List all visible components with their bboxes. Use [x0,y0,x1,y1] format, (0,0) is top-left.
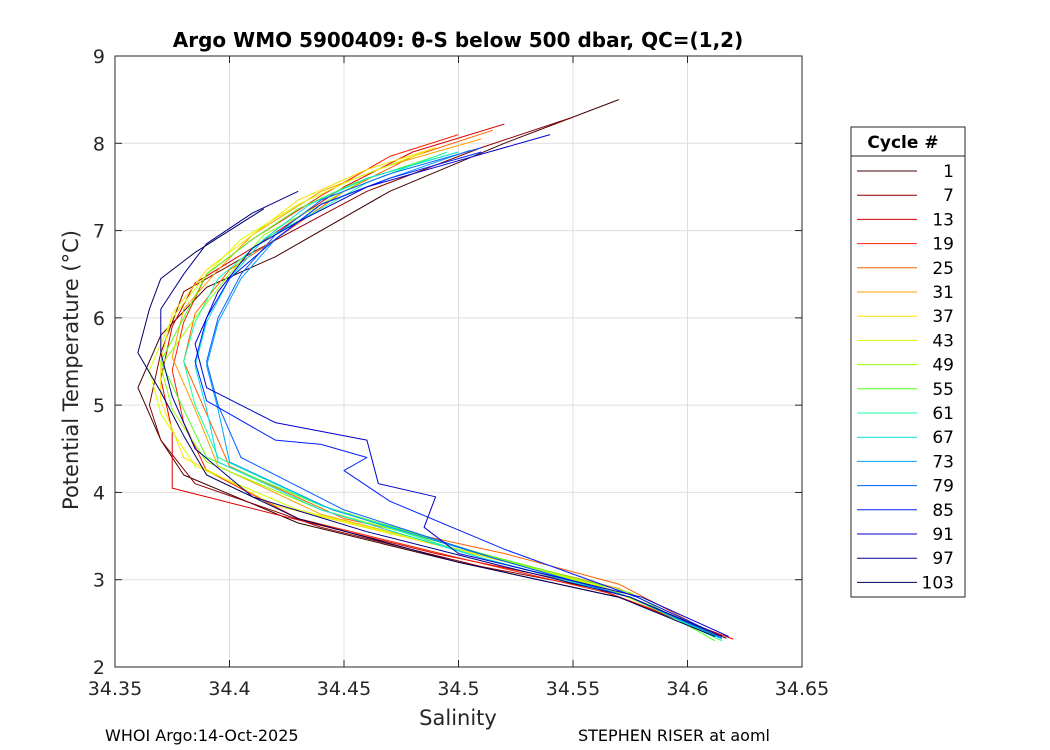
legend-entry-label: 61 [932,404,954,424]
legend-entry-label: 67 [932,428,954,448]
legend-entry-label: 31 [932,283,954,303]
legend-entry-label: 25 [932,259,954,279]
legend-entry-label: 79 [932,477,954,497]
x-tick-label: 34.4 [208,678,250,700]
x-tick-label: 34.45 [317,678,371,700]
legend-items: 1 7 13 19 25 31 37 43 49 55 61 67 73 79 85 91 97 103 [857,162,954,593]
x-tick-label: 34.35 [88,678,142,700]
series-line-cycle-55 [160,155,716,642]
series-line-cycle-97 [160,190,723,637]
legend-entry-label: 13 [932,210,954,230]
legend-entry-label: 49 [932,356,954,376]
legend-entry-label: 43 [932,331,954,351]
legend-entry-label: 19 [932,235,954,255]
y-tick-label: 8 [93,133,105,155]
series-line-cycle-19 [171,134,723,637]
series-line-cycle-103 [137,208,716,637]
x-tick-label: 34.55 [546,678,600,700]
legend-entry-label: 97 [932,549,954,569]
x-tick-label: 34.65 [775,678,829,700]
legend-entry-label: 7 [943,186,954,206]
legend-entry-label: 85 [932,501,954,521]
legend: Cycle # 1 7 13 19 25 31 37 43 49 55 61 67 73 79 85 91 97… [850,126,966,598]
legend-entry-label: 1 [943,162,954,182]
y-axis-label: Potential Temperature (°C) [59,230,83,510]
series-line-cycle-91 [194,134,729,637]
x-tick-label: 34.5 [437,678,479,700]
series-line-cycle-67 [194,151,723,640]
series-line-cycle-79 [206,147,723,639]
y-tick-label: 7 [93,221,105,243]
x-tick-label: 34.6 [666,678,708,700]
chart-title: Argo WMO 5900409: θ-S below 500 dbar, QC… [173,28,743,52]
y-tick-label: 6 [93,308,105,330]
y-tick-label: 4 [93,482,105,504]
y-tick-label: 9 [93,46,105,68]
legend-entry-label: 37 [932,307,954,327]
footer-right: STEPHEN RISER at aoml [578,726,770,745]
series-line-cycle-7 [148,116,723,637]
y-tick-label: 5 [93,395,105,417]
y-tick-label: 3 [93,570,105,592]
x-axis-ticks: 34.35 34.4 34.45 34.5 34.55 34.6 34.65 [88,56,829,700]
legend-title: Cycle # [867,133,938,153]
y-tick-label: 2 [93,657,105,679]
footer-left: WHOI Argo:14-Oct-2025 [105,726,299,745]
series-group [137,99,734,642]
legend-entry-label: 55 [932,380,954,400]
x-axis-label: Salinity [419,706,497,730]
series-line-cycle-43 [148,151,716,635]
legend-entry-label: 73 [932,452,954,472]
legend-entry-label: 103 [922,573,954,593]
legend-entry-label: 91 [932,525,954,545]
legend-box [850,126,966,598]
y-axis-ticks: 2 3 4 5 6 7 8 9 [93,46,802,679]
